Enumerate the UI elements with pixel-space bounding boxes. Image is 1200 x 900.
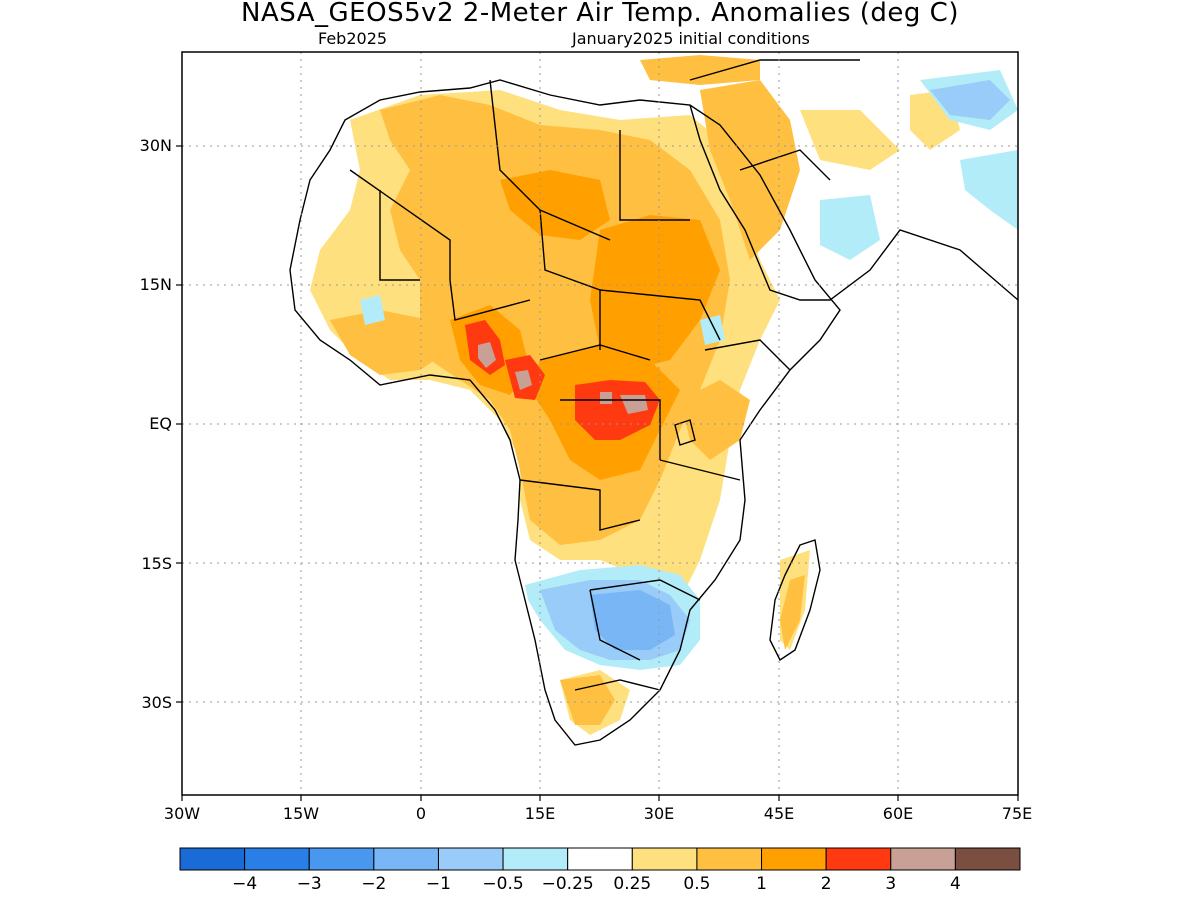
lon-tick-label: 15W [282, 804, 320, 823]
axis-ticks [176, 145, 1019, 801]
colorbar-label: 3 [885, 874, 896, 894]
colorbar-swatch [373, 847, 439, 871]
colorbar-swatch [308, 847, 375, 871]
colorbar-label: −2 [361, 874, 386, 894]
colorbar-label: −0.25 [542, 874, 594, 894]
graticule [182, 52, 1018, 795]
colorbar-swatch [502, 847, 569, 871]
colorbar-label: 2 [821, 874, 832, 894]
initial-conditions-label: January2025 initial conditions [572, 29, 810, 48]
lat-tick-label: EQ [149, 414, 172, 433]
colorbar-swatch [761, 847, 827, 871]
colorbar-label: 4 [950, 874, 961, 894]
lon-tick-label: 30E [643, 804, 675, 823]
forecast-month: Feb2025 [318, 29, 388, 48]
colorbar-swatch [696, 847, 763, 871]
map-title: NASA_GEOS5v2 2-Meter Air Temp. Anomalies… [241, 0, 959, 28]
colorbar-label: 0.5 [683, 874, 710, 894]
colorbar-swatch [244, 847, 310, 871]
colorbar-swatch [179, 847, 246, 871]
lon-tick-label: 60E [882, 804, 914, 823]
colorbar-swatch [437, 847, 504, 871]
colorbar-swatch [567, 847, 633, 871]
colorbar-label: −1 [426, 874, 451, 894]
colorbar-label: −3 [297, 874, 322, 894]
lat-tick-label: 30S [141, 693, 172, 712]
lake-outline [674, 419, 696, 446]
lat-tick-label: 30N [139, 136, 172, 155]
lon-tick-label: 45E [763, 804, 795, 823]
anomaly-neg-1 [590, 590, 675, 650]
colorbar-swatch [825, 847, 892, 871]
colorbar-label: 0.25 [613, 874, 651, 894]
lon-tick-label: 15E [524, 804, 556, 823]
colorbar: −4 −3 −2 −1 −0.5 −0.25 0.25 0.5 1 2 3 4 [179, 847, 1021, 894]
lon-tick-label: 30W [163, 804, 201, 823]
colorbar-label: −4 [232, 874, 257, 894]
lat-tick-label: 15S [141, 554, 172, 573]
colorbar-swatch [890, 847, 956, 871]
anomaly-fields [289, 55, 1018, 746]
lon-tick-label: 0 [415, 804, 427, 823]
colorbar-swatch [954, 847, 1021, 871]
country-borders [289, 59, 1018, 746]
colorbar-label: 1 [756, 874, 767, 894]
colorbar-label: −0.5 [482, 874, 523, 894]
lon-tick-label: 75E [1001, 804, 1033, 823]
lat-tick-label: 15N [139, 275, 172, 294]
colorbar-swatch [631, 847, 698, 871]
